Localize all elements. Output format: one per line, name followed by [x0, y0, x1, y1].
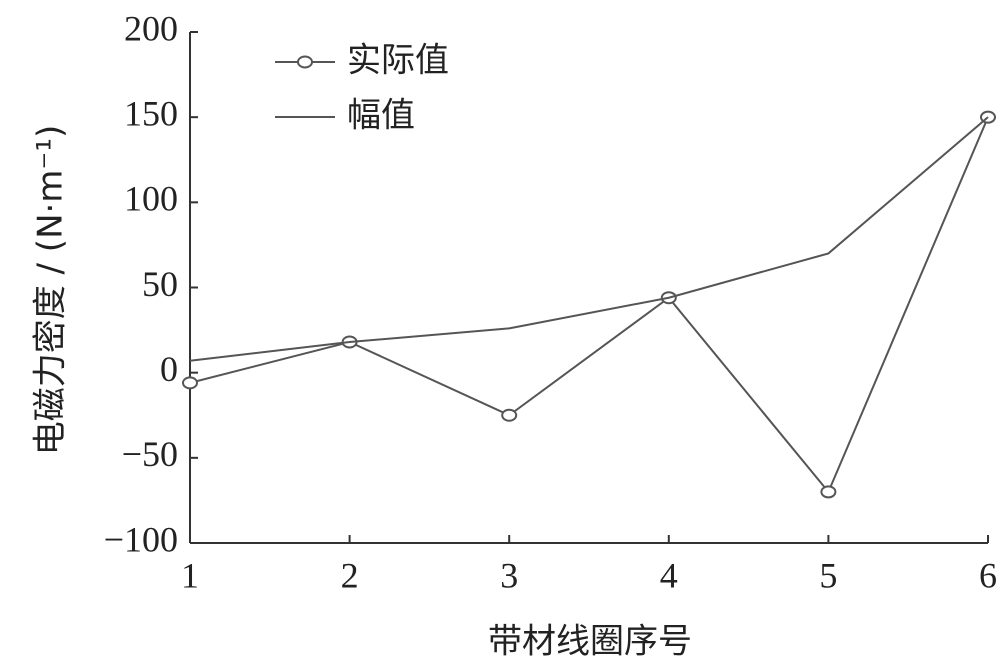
- y-tick-label: 200: [124, 8, 178, 48]
- marker: [182, 376, 198, 390]
- x-tick-label: 4: [660, 555, 678, 595]
- legend-label: 幅值: [347, 96, 415, 136]
- y-axis-title: 电磁力密度 / (N·m⁻¹): [31, 125, 71, 456]
- marker: [501, 408, 518, 422]
- x-tick-label: 5: [819, 555, 837, 595]
- x-axis-title: 带材线圈序号: [488, 622, 692, 662]
- x-tick-label: 6: [979, 555, 997, 595]
- x-tick-label: 3: [500, 555, 518, 595]
- y-tick-label: 0: [160, 349, 178, 389]
- marker: [820, 485, 837, 499]
- x-tick-label: 2: [341, 555, 359, 595]
- line: [189, 116, 989, 494]
- y-tick-label: −50: [122, 434, 178, 474]
- x-tick-label: 1: [181, 555, 199, 595]
- legend-label: 实际值: [347, 41, 449, 81]
- y-tick-label: 100: [124, 179, 178, 219]
- y-tick-label: −100: [104, 519, 178, 559]
- legend-marker: [297, 55, 313, 69]
- y-tick-label: 50: [142, 264, 178, 304]
- line: [189, 116, 989, 362]
- y-tick-label: 150: [124, 93, 178, 133]
